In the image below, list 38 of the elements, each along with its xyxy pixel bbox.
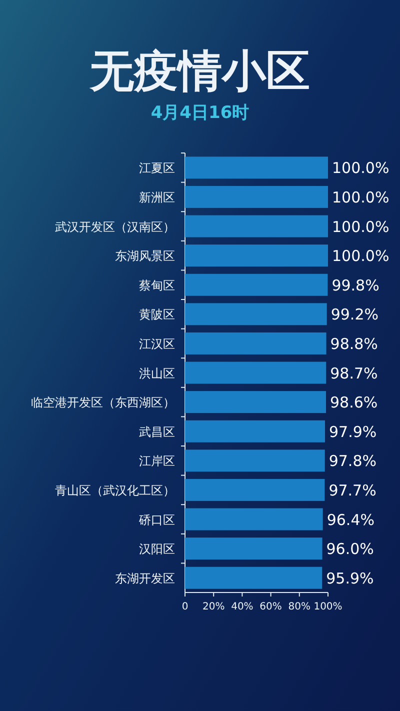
value-label: 95.9% (326, 569, 374, 588)
category: 临空港开发区（东西湖区） (31, 396, 175, 410)
subtitle: 4月4日16时 (150, 103, 250, 123)
value-label: 100.0% (332, 188, 390, 206)
category: 武昌区 (139, 424, 175, 439)
title: 无疫情小区 (90, 46, 310, 97)
xtick: 40% (231, 602, 254, 612)
value-label: 96.4% (326, 510, 374, 529)
category: 江夏区 (139, 161, 175, 176)
category: 青山区（武汉化工区） (55, 483, 175, 498)
value-label: 96.0% (326, 540, 374, 558)
category: 洪山区 (139, 366, 175, 380)
value-label: 99.8% (332, 276, 380, 294)
category: 东湖风景区 (115, 249, 175, 264)
xtick: 0 (182, 602, 188, 612)
value-label: 100.0% (332, 247, 390, 266)
value-label: 97.7% (328, 481, 376, 500)
xtick: 20% (202, 602, 225, 612)
xtick: 60% (260, 602, 282, 612)
value-label: 100.0% (332, 159, 390, 178)
category: 武汉开发区（汉南区） (55, 220, 175, 234)
category: 汉阳区 (139, 542, 175, 556)
value-label: 98.7% (330, 364, 378, 382)
category: 黄陂区 (139, 308, 175, 322)
category: 硚口区 (139, 512, 175, 527)
category: 东湖开发区 (115, 571, 175, 586)
value-label: 99.2% (330, 306, 378, 324)
xtick: 80% (288, 602, 311, 612)
value-label: 98.8% (330, 334, 378, 353)
value-label: 97.9% (329, 422, 377, 441)
category: 江汉区 (139, 336, 175, 351)
category: 新洲区 (139, 190, 175, 204)
category: 江岸区 (139, 454, 175, 468)
category: 蔡甸区 (139, 278, 175, 292)
value-label: 98.6% (330, 394, 378, 412)
value-label: 100.0% (332, 218, 390, 236)
xtick: 100% (314, 602, 342, 612)
value-label: 97.8% (328, 452, 376, 470)
